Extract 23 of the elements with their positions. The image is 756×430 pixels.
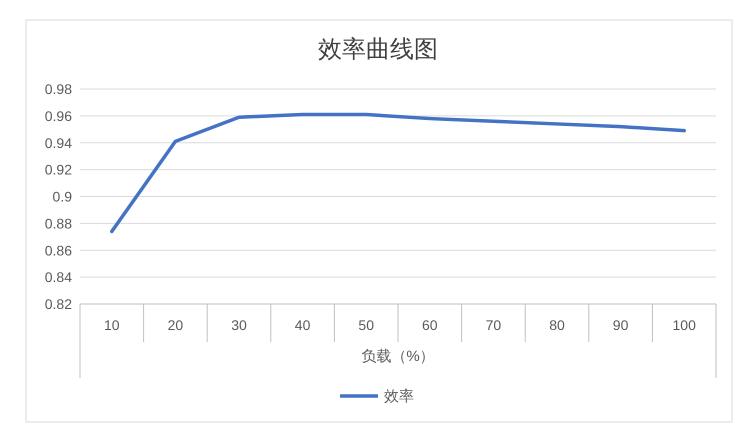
x-tick-label: 40 [294,317,311,333]
x-tick-label: 80 [549,317,565,333]
y-tick-label: 0.86 [44,242,72,258]
x-axis-title: 负载（%） [361,348,435,365]
y-tick-label: 0.9 [52,188,72,204]
x-tick-label: 90 [612,317,629,333]
chart-title: 效率曲线图 [318,36,438,63]
x-tick-label: 30 [231,317,247,333]
x-tick-label: 70 [486,317,502,333]
y-tick-label: 0.88 [44,215,72,232]
x-tick-label: 10 [104,317,120,333]
line-series [110,112,686,234]
x-tick-label: 20 [168,317,184,333]
x-tick-label: 60 [422,317,438,333]
legend-label: 效率 [384,388,414,405]
x-tick-label: 100 [672,317,696,333]
y-tick-label: 0.92 [44,162,72,178]
x-tick-label: 50 [358,317,374,333]
y-tick-label: 0.84 [44,269,72,286]
y-tick-label: 0.82 [44,296,72,312]
y-tick-label: 0.94 [44,134,72,151]
y-tick-label: 0.96 [44,108,72,124]
y-tick-label: 0.98 [44,81,72,97]
